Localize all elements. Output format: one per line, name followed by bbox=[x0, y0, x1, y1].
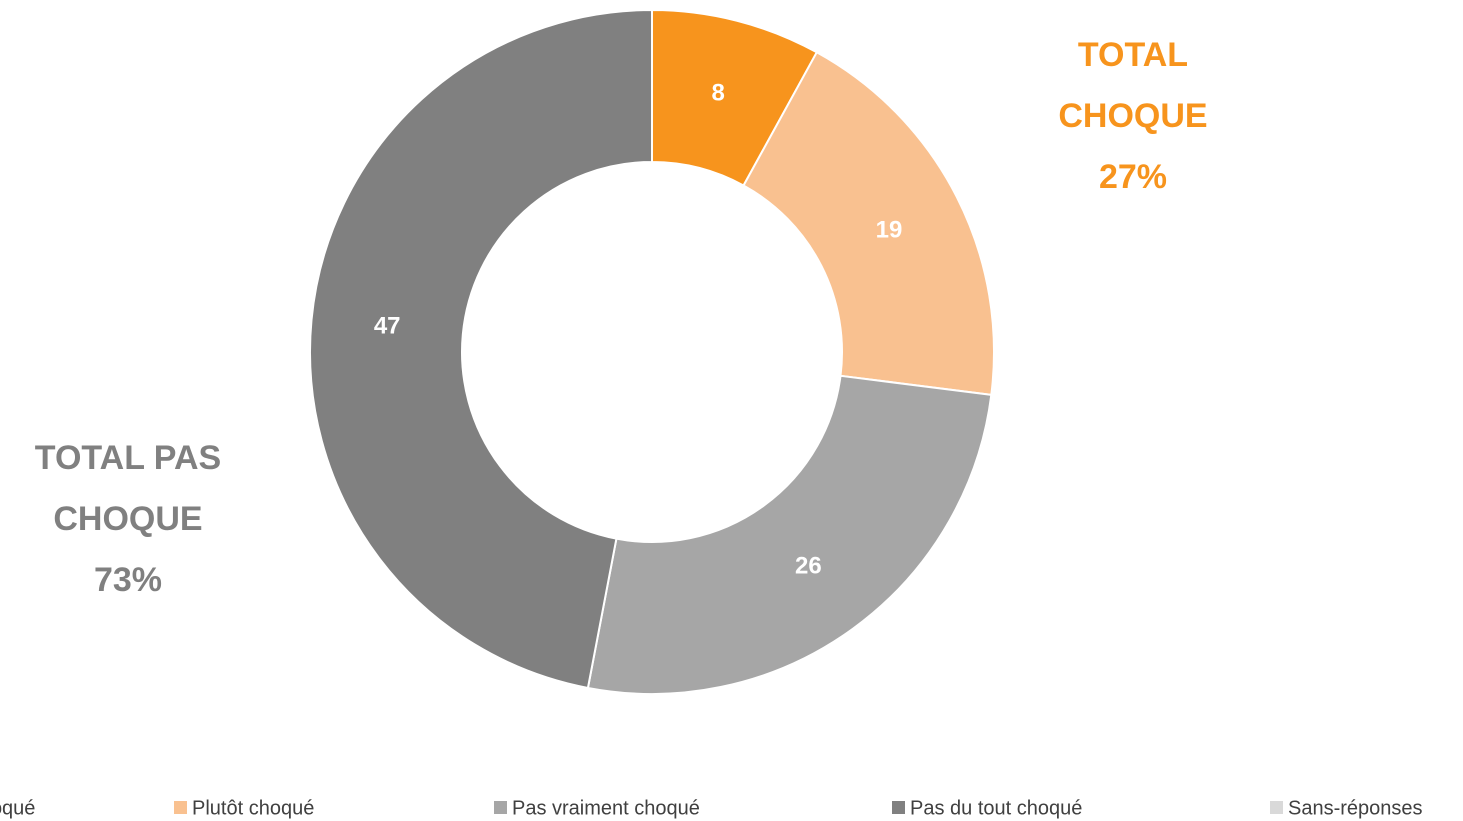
donut-slice bbox=[586, 374, 993, 695]
data-label: 19 bbox=[876, 217, 903, 244]
data-label: 8 bbox=[711, 80, 724, 107]
legend-label: Très choqué bbox=[0, 797, 35, 819]
annotation: CHOQUE bbox=[53, 500, 202, 538]
annotation: 73% bbox=[94, 561, 162, 599]
legend-label: Plutôt choqué bbox=[192, 797, 314, 819]
annotation: TOTAL PAS bbox=[35, 439, 221, 477]
donut-slice bbox=[309, 8, 653, 690]
legend-marker bbox=[892, 801, 905, 814]
data-label: 26 bbox=[795, 553, 822, 580]
annotation: TOTAL bbox=[1078, 36, 1188, 74]
legend-marker bbox=[494, 801, 507, 814]
donut-slice bbox=[742, 50, 995, 396]
legend-label: Pas vraiment choqué bbox=[512, 797, 700, 819]
legend-marker bbox=[1270, 801, 1283, 814]
legend-label: Sans-réponses bbox=[1288, 797, 1423, 819]
annotation: CHOQUE bbox=[1058, 97, 1207, 135]
legend-marker bbox=[174, 801, 187, 814]
data-label: 47 bbox=[374, 312, 401, 339]
annotation: 27% bbox=[1099, 158, 1167, 196]
legend-label: Pas du tout choqué bbox=[910, 797, 1082, 819]
